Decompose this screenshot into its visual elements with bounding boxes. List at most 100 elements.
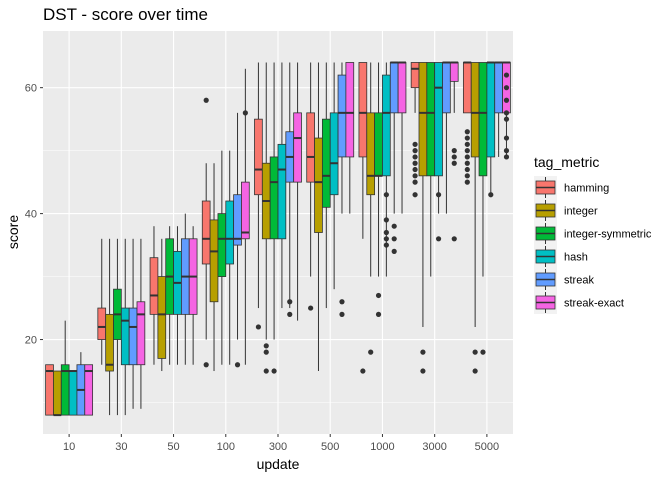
box-integer-100 bbox=[209, 163, 219, 372]
box-hash-500 bbox=[329, 62, 339, 290]
x-tick-label: 300 bbox=[269, 441, 287, 453]
outlier-point bbox=[339, 311, 345, 317]
box-streak-exact-1000 bbox=[397, 61, 407, 214]
outlier-point bbox=[203, 97, 209, 103]
outlier-point bbox=[263, 368, 269, 374]
outlier-point bbox=[375, 311, 382, 317]
outlier-point bbox=[383, 217, 389, 223]
box-streak-exact-50 bbox=[188, 226, 198, 365]
outlier-point bbox=[503, 97, 510, 103]
y-axis-label: score bbox=[5, 215, 21, 249]
x-tick-label: 30 bbox=[115, 441, 127, 453]
outlier-point bbox=[435, 192, 442, 198]
box-body bbox=[201, 200, 211, 265]
box-body bbox=[105, 313, 114, 372]
box-integer-30 bbox=[105, 238, 114, 416]
legend: tag_metric hamming integer integer-symmetr… bbox=[534, 154, 652, 314]
outlier-point bbox=[488, 192, 494, 198]
box-body bbox=[136, 301, 146, 366]
box-streak-exact-300 bbox=[293, 62, 302, 321]
outlier-point bbox=[451, 236, 457, 242]
outlier-point bbox=[503, 116, 510, 122]
box-body bbox=[60, 364, 70, 416]
legend-label: integer-symmetric bbox=[564, 229, 652, 241]
legend-title: tag_metric bbox=[534, 154, 599, 170]
box-streak-1000 bbox=[389, 61, 399, 254]
box-body bbox=[418, 62, 428, 177]
box-body bbox=[449, 62, 459, 82]
outlier-point bbox=[464, 148, 470, 154]
x-tick-label: 500 bbox=[321, 441, 339, 453]
box-body bbox=[277, 143, 287, 240]
outlier-point bbox=[464, 135, 470, 141]
outlier-point bbox=[472, 349, 478, 355]
box-hamming-10 bbox=[45, 364, 54, 416]
outlier-point bbox=[472, 368, 478, 374]
box-integer-5000 bbox=[470, 62, 480, 374]
outlier-point bbox=[464, 179, 470, 185]
box-body bbox=[45, 364, 54, 416]
box-body bbox=[337, 74, 347, 158]
box-body bbox=[149, 257, 159, 315]
box-body bbox=[157, 276, 167, 359]
box-body bbox=[426, 62, 436, 177]
box-streak-exact-10 bbox=[84, 364, 94, 416]
y-tick-label: 20 bbox=[25, 335, 37, 347]
outlier-point bbox=[412, 192, 418, 198]
outlier-point bbox=[383, 192, 389, 198]
legend-item: hamming bbox=[534, 176, 609, 199]
box-body bbox=[84, 364, 94, 416]
box-body bbox=[233, 194, 242, 246]
box-integer-300 bbox=[261, 62, 271, 374]
outlier-point bbox=[360, 368, 366, 374]
box-streak-exact-100 bbox=[241, 68, 250, 365]
x-axis-ticks: 10 30 50 100 300 500 1000 3000 5000 bbox=[63, 434, 499, 453]
outlier-point bbox=[464, 129, 470, 135]
outlier-point bbox=[391, 236, 397, 242]
box-body bbox=[389, 62, 399, 114]
box-body bbox=[358, 62, 368, 158]
box-body bbox=[241, 181, 250, 240]
box-streak-100 bbox=[233, 112, 242, 368]
box-body bbox=[478, 62, 488, 177]
outlier-point bbox=[412, 173, 418, 179]
outlier-point bbox=[451, 160, 457, 166]
outlier-point bbox=[234, 362, 241, 368]
outlier-point bbox=[263, 349, 269, 355]
box-integer-symmetric-1000 bbox=[374, 62, 383, 317]
box-body bbox=[225, 200, 235, 265]
outlier-point bbox=[503, 148, 510, 154]
box-body bbox=[217, 213, 227, 277]
chart-title: DST - score over time bbox=[43, 5, 208, 24]
y-tick-label: 40 bbox=[25, 209, 37, 221]
outlier-point bbox=[287, 311, 293, 317]
outlier-point bbox=[464, 141, 470, 147]
legend-item: streak-exact bbox=[534, 291, 624, 314]
x-tick-label: 1000 bbox=[370, 441, 394, 453]
outlier-point bbox=[383, 236, 389, 242]
outlier-point bbox=[420, 349, 426, 355]
outlier-point bbox=[464, 160, 470, 166]
box-hash-50 bbox=[173, 226, 182, 365]
legend-item: streak bbox=[534, 268, 594, 291]
box-integer-symmetric-100 bbox=[217, 150, 227, 365]
x-tick-label: 10 bbox=[63, 441, 75, 453]
box-hamming-100 bbox=[201, 97, 211, 368]
legend-label: integer bbox=[564, 206, 598, 218]
box-body bbox=[209, 219, 219, 303]
box-streak-exact-3000 bbox=[449, 61, 459, 242]
y-tick-label: 60 bbox=[25, 83, 37, 95]
outlier-point bbox=[503, 154, 510, 160]
box-body bbox=[434, 62, 443, 177]
outlier-point bbox=[503, 135, 510, 141]
box-body bbox=[397, 62, 407, 114]
outlier-point bbox=[480, 349, 486, 355]
legend-label: streak bbox=[564, 275, 594, 287]
x-tick-label: 5000 bbox=[475, 441, 499, 453]
box-groups bbox=[45, 61, 511, 417]
box-body bbox=[329, 112, 339, 196]
outlier-point bbox=[308, 305, 314, 311]
box-hash-30 bbox=[120, 238, 130, 416]
box-body bbox=[97, 307, 107, 340]
